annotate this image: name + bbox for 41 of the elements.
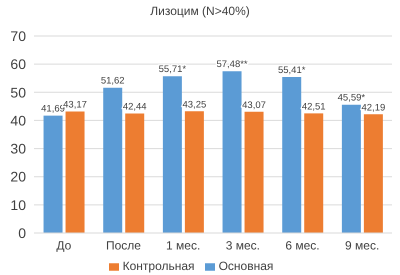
bar <box>342 104 361 233</box>
bar <box>282 77 302 233</box>
y-tick-label: 40 <box>10 112 26 128</box>
bar <box>162 76 182 233</box>
y-tick-label: 50 <box>10 84 26 100</box>
y-tick-label: 10 <box>10 196 26 213</box>
y-tick-label: 60 <box>10 56 26 72</box>
chart-title: Лизоцим (N>40%) <box>149 3 251 20</box>
y-tick-label: 0 <box>18 224 26 241</box>
data-label: 55,71* <box>158 64 186 76</box>
x-tick-label: После <box>106 238 142 253</box>
bar <box>125 114 144 233</box>
x-tick-label: 1 мес. <box>166 238 200 253</box>
data-label: 57,48** <box>216 59 248 70</box>
data-label: 51,62 <box>100 76 125 87</box>
data-label: 43,07 <box>242 100 266 111</box>
data-label: 41,69 <box>41 104 65 115</box>
x-tick-label: До <box>56 238 72 253</box>
bar <box>244 112 264 233</box>
bar <box>103 88 122 233</box>
data-label: 43,17 <box>63 100 87 111</box>
bar <box>304 113 324 233</box>
bar <box>184 111 204 233</box>
bar <box>364 114 383 233</box>
legend-label: Контрольная <box>122 259 195 273</box>
bar <box>66 112 85 233</box>
y-tick-label: 20 <box>10 168 26 185</box>
data-label: 42,51 <box>302 101 326 112</box>
data-label: 42,19 <box>361 102 386 114</box>
data-label: 42,44 <box>122 102 147 113</box>
data-label: 55,41* <box>278 65 306 76</box>
legend-label: Основная <box>218 259 274 273</box>
data-label: 43,25 <box>182 99 206 110</box>
bar <box>222 71 242 233</box>
bar <box>44 116 63 233</box>
data-label: 45,59* <box>338 92 366 104</box>
x-tick-label: 3 мес. <box>226 238 260 253</box>
x-tick-label: 6 мес. <box>285 238 320 253</box>
x-tick-label: 9 мес. <box>345 238 380 253</box>
y-tick-label: 70 <box>10 28 26 44</box>
y-tick-label: 30 <box>10 140 26 157</box>
